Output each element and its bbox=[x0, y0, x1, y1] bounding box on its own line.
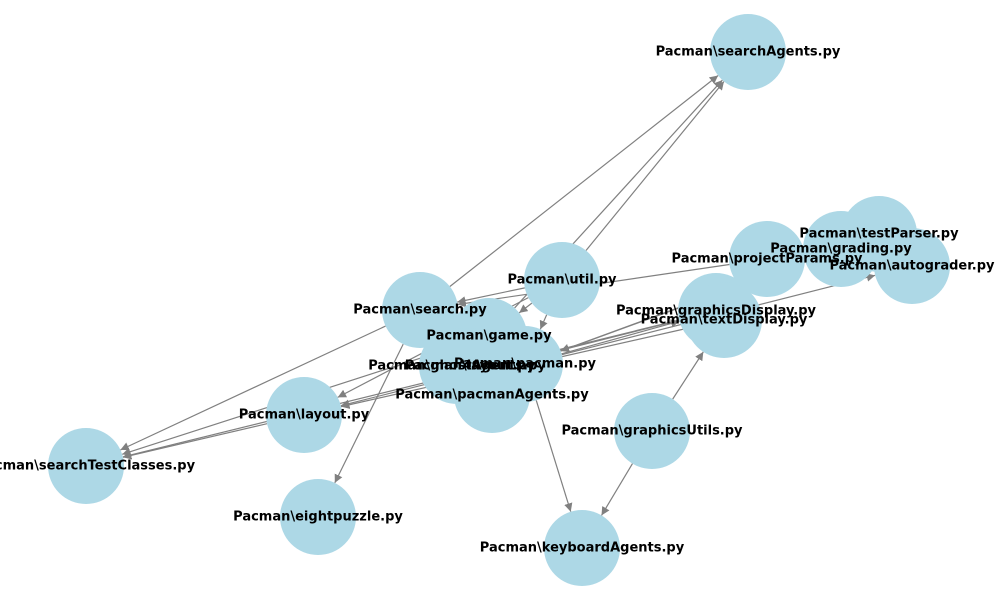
edge-graphicsDisplay-to-searchTestClasses bbox=[122, 319, 680, 459]
node-graphicsUtils bbox=[614, 393, 690, 469]
node-grading bbox=[803, 211, 879, 287]
edge-graphicsUtils-to-keyboardAgents bbox=[600, 463, 634, 516]
node-pacmanAgents bbox=[454, 357, 530, 433]
node-searchTestClasses bbox=[48, 428, 124, 504]
node-label-searchTestClasses: Pacman\searchTestClasses.py bbox=[0, 459, 196, 474]
node-search bbox=[382, 272, 458, 348]
edge-util-to-pacman bbox=[539, 314, 548, 330]
edge-search-to-searchTestClasses bbox=[120, 325, 386, 451]
node-label-ghostAgents: Pacman\ghostAgents.py bbox=[368, 359, 546, 374]
node-label-layout2: Pacman\layout.py bbox=[405, 359, 536, 374]
node-label-autograder: Pacman\autograder.py bbox=[829, 259, 995, 274]
node-projectParams bbox=[729, 221, 805, 297]
nodes-layer bbox=[48, 14, 950, 586]
edge-util-to-searchAgents bbox=[585, 81, 725, 251]
node-keyboardAgents bbox=[544, 510, 620, 586]
edge-util-to-game bbox=[518, 302, 533, 314]
edge-pacman-to-keyboardAgents bbox=[535, 400, 573, 512]
node-layout bbox=[266, 377, 342, 453]
node-label-grading: Pacman\grading.py bbox=[770, 242, 912, 257]
edge-pacman-to-graphicsDisplay bbox=[561, 319, 680, 355]
node-label-testParser: Pacman\testParser.py bbox=[799, 227, 959, 242]
node-label-graphicsDisplay: Pacman\graphicsDisplay.py bbox=[616, 304, 817, 319]
node-label-pacmanAgents: Pacman\pacmanAgents.py bbox=[395, 388, 589, 403]
node-label-util: Pacman\util.py bbox=[507, 273, 617, 288]
node-label-searchAgents: Pacman\searchAgents.py bbox=[656, 45, 841, 60]
node-label-game: Pacman\game.py bbox=[426, 329, 552, 344]
node-label-pacman: Pacman\pacman.py bbox=[454, 357, 597, 372]
node-label-keyboardAgents: Pacman\keyboardAgents.py bbox=[480, 541, 685, 556]
node-textDisplay bbox=[686, 282, 762, 358]
node-eightpuzzle bbox=[280, 479, 356, 555]
node-label-textDisplay: Pacman\textDisplay.py bbox=[641, 313, 808, 328]
node-searchAgents bbox=[710, 14, 786, 90]
node-label-projectParams: Pacman\projectParams.py bbox=[672, 252, 863, 267]
node-label-eightpuzzle: Pacman\eightpuzzle.py bbox=[233, 510, 403, 525]
node-label-graphicsUtils: Pacman\graphicsUtils.py bbox=[561, 424, 743, 439]
node-autograder bbox=[874, 228, 950, 304]
edge-layout-to-searchTestClasses bbox=[122, 423, 268, 460]
edge-util-to-search bbox=[457, 287, 525, 305]
node-label-layout: Pacman\layout.py bbox=[239, 408, 370, 423]
labels-layer: Pacman\searchAgents.py Pacman\testParser.… bbox=[0, 45, 995, 556]
edge-graphicsUtils-to-textDisplay bbox=[672, 351, 704, 400]
edge-search-to-searchAgents bbox=[449, 75, 719, 287]
node-util bbox=[524, 242, 600, 318]
node-label-search: Pacman\search.py bbox=[353, 303, 487, 318]
